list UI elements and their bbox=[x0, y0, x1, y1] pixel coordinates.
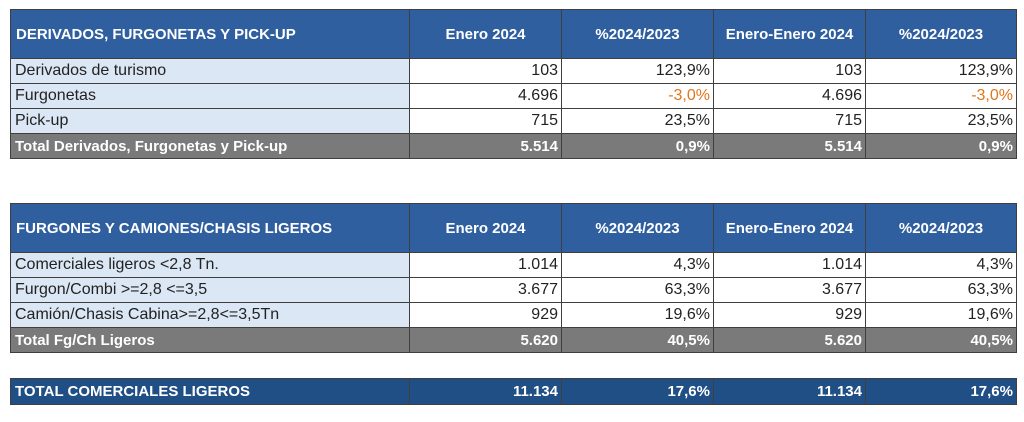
cell-percent: 123,9% bbox=[865, 58, 1017, 84]
cell-value: 929 bbox=[713, 302, 866, 328]
cell-value: 4.696 bbox=[409, 83, 562, 109]
total-value: 5.514 bbox=[409, 133, 562, 159]
cell-percent: 123,9% bbox=[561, 58, 714, 84]
table-header: DERIVADOS, FURGONETAS Y PICK-UP Enero 20… bbox=[10, 9, 1017, 59]
cell-value: 3.677 bbox=[713, 277, 866, 303]
col-header-pct: %2024/2023 bbox=[561, 9, 714, 59]
table-row: Pick-up 715 23,5% 715 23,5% bbox=[10, 108, 1017, 134]
cell-value: 103 bbox=[409, 58, 562, 84]
row-label: Pick-up bbox=[10, 108, 410, 134]
cell-percent: 63,3% bbox=[865, 277, 1017, 303]
total-row: Total Fg/Ch Ligeros 5.620 40,5% 5.620 40… bbox=[10, 327, 1017, 353]
cell-value: 3.677 bbox=[409, 277, 562, 303]
col-header-enero-enero: Enero-Enero 2024 bbox=[713, 9, 866, 59]
cell-value: 1.014 bbox=[713, 252, 866, 278]
total-percent: 0,9% bbox=[865, 133, 1017, 159]
table-row: Furgon/Combi >=2,8 <=3,5 3.677 63,3% 3.6… bbox=[10, 277, 1017, 303]
total-value: 5.620 bbox=[713, 327, 866, 353]
total-label: Total Derivados, Furgonetas y Pick-up bbox=[10, 133, 410, 159]
grand-total-value: 11.134 bbox=[713, 378, 866, 405]
table-row: Camión/Chasis Cabina>=2,8<=3,5Tn 929 19,… bbox=[10, 302, 1017, 328]
cell-value: 929 bbox=[409, 302, 562, 328]
table-header: FURGONES Y CAMIONES/CHASIS LIGEROS Enero… bbox=[10, 203, 1017, 253]
total-percent: 0,9% bbox=[561, 133, 714, 159]
grand-total-value: 11.134 bbox=[409, 378, 562, 405]
table-furgones: FURGONES Y CAMIONES/CHASIS LIGEROS Enero… bbox=[10, 203, 1017, 353]
cell-percent: -3,0% bbox=[865, 83, 1017, 109]
col-header-enero: Enero 2024 bbox=[409, 203, 562, 253]
row-label: Furgonetas bbox=[10, 83, 410, 109]
section-title: DERIVADOS, FURGONETAS Y PICK-UP bbox=[10, 9, 410, 59]
col-header-pct: %2024/2023 bbox=[561, 203, 714, 253]
total-label: Total Fg/Ch Ligeros bbox=[10, 327, 410, 353]
cell-percent: 4,3% bbox=[561, 252, 714, 278]
total-value: 5.514 bbox=[713, 133, 866, 159]
table-derivados: DERIVADOS, FURGONETAS Y PICK-UP Enero 20… bbox=[10, 9, 1017, 159]
col-header-enero-enero: Enero-Enero 2024 bbox=[713, 203, 866, 253]
cell-percent: 63,3% bbox=[561, 277, 714, 303]
col-header-pct-ytd: %2024/2023 bbox=[865, 9, 1017, 59]
grand-total-label: TOTAL COMERCIALES LIGEROS bbox=[10, 378, 410, 405]
col-header-pct-ytd: %2024/2023 bbox=[865, 203, 1017, 253]
grand-total-percent: 17,6% bbox=[865, 378, 1017, 405]
table-row: Derivados de turismo 103 123,9% 103 123,… bbox=[10, 58, 1017, 84]
cell-value: 1.014 bbox=[409, 252, 562, 278]
cell-percent: 19,6% bbox=[865, 302, 1017, 328]
table-row: Furgonetas 4.696 -3,0% 4.696 -3,0% bbox=[10, 83, 1017, 109]
cell-percent: 19,6% bbox=[561, 302, 714, 328]
cell-percent: 23,5% bbox=[865, 108, 1017, 134]
cell-value: 103 bbox=[713, 58, 866, 84]
table-grand-total: TOTAL COMERCIALES LIGEROS 11.134 17,6% 1… bbox=[10, 378, 1017, 405]
table-row: Comerciales ligeros <2,8 Tn. 1.014 4,3% … bbox=[10, 252, 1017, 278]
grand-total-row: TOTAL COMERCIALES LIGEROS 11.134 17,6% 1… bbox=[10, 378, 1017, 405]
section-title: FURGONES Y CAMIONES/CHASIS LIGEROS bbox=[10, 203, 410, 253]
col-header-enero: Enero 2024 bbox=[409, 9, 562, 59]
cell-percent: 23,5% bbox=[561, 108, 714, 134]
cell-percent: 4,3% bbox=[865, 252, 1017, 278]
total-row: Total Derivados, Furgonetas y Pick-up 5.… bbox=[10, 133, 1017, 159]
total-percent: 40,5% bbox=[865, 327, 1017, 353]
cell-value: 715 bbox=[409, 108, 562, 134]
total-value: 5.620 bbox=[409, 327, 562, 353]
total-percent: 40,5% bbox=[561, 327, 714, 353]
row-label: Camión/Chasis Cabina>=2,8<=3,5Tn bbox=[10, 302, 410, 328]
row-label: Derivados de turismo bbox=[10, 58, 410, 84]
cell-percent: -3,0% bbox=[561, 83, 714, 109]
grand-total-percent: 17,6% bbox=[561, 378, 714, 405]
cell-value: 715 bbox=[713, 108, 866, 134]
cell-value: 4.696 bbox=[713, 83, 866, 109]
row-label: Furgon/Combi >=2,8 <=3,5 bbox=[10, 277, 410, 303]
row-label: Comerciales ligeros <2,8 Tn. bbox=[10, 252, 410, 278]
